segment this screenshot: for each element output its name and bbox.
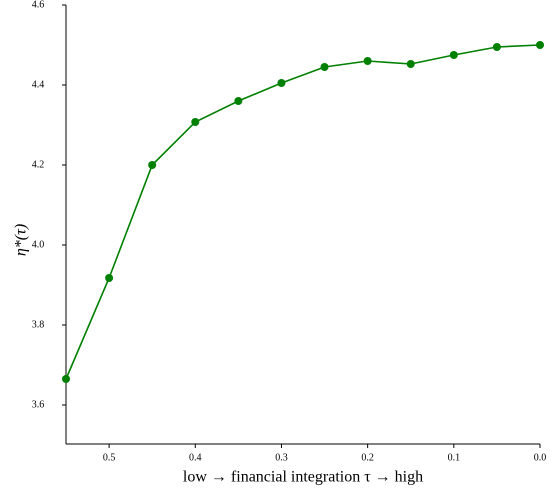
x-tick-label: 0.4	[189, 452, 202, 463]
marker	[363, 57, 372, 65]
marker	[191, 118, 200, 126]
x-tick-label: 0.5	[103, 452, 116, 463]
marker	[536, 41, 544, 49]
line	[65, 44, 541, 380]
x-tick-label: 0.0	[534, 452, 547, 463]
y-tick-label: 4.4	[32, 79, 45, 90]
marker	[492, 43, 501, 51]
marker	[105, 274, 114, 282]
marker	[406, 60, 415, 68]
y-tick-label: 3.8	[32, 319, 45, 330]
x-tick-label: 0.3	[275, 452, 288, 463]
marker	[277, 79, 286, 87]
y-tick-label: 4.6	[32, 0, 45, 10]
y-tick-label: 4.0	[32, 239, 45, 250]
marker	[234, 97, 243, 105]
x-axis-label: low → financial integration τ → high	[183, 469, 423, 486]
marker	[320, 63, 329, 71]
marker	[62, 375, 70, 383]
x-tick-label: 0.2	[361, 452, 374, 463]
marker	[449, 51, 458, 59]
y-axis-label: η*(τ)	[13, 224, 30, 256]
marker	[148, 161, 157, 169]
x-tick-label: 0.1	[448, 452, 461, 463]
y-tick-label: 3.6	[32, 399, 45, 410]
y-tick-label: 4.2	[32, 159, 45, 170]
